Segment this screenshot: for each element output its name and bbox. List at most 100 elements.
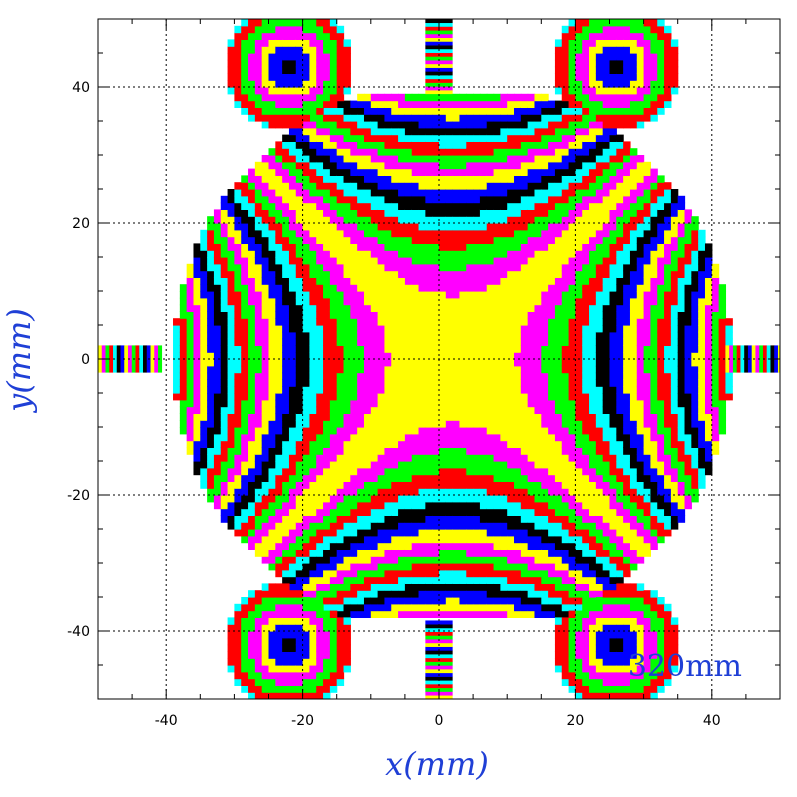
field-cell bbox=[595, 345, 604, 353]
field-cell bbox=[623, 243, 631, 251]
field-cell bbox=[398, 195, 406, 204]
field-cell bbox=[411, 549, 420, 557]
field-cell bbox=[609, 297, 617, 306]
field-cell bbox=[418, 352, 426, 360]
field-cell bbox=[425, 93, 433, 102]
field-cell bbox=[527, 338, 536, 346]
field-cell bbox=[459, 202, 467, 210]
field-cell bbox=[657, 501, 665, 510]
field-cell bbox=[432, 495, 440, 503]
field-cell bbox=[336, 610, 345, 618]
field-cell bbox=[404, 338, 413, 346]
field-cell bbox=[684, 461, 692, 469]
field-cell bbox=[589, 569, 597, 578]
field-cell bbox=[445, 100, 454, 108]
field-cell bbox=[186, 338, 195, 346]
field-cell bbox=[186, 433, 195, 442]
field-cell bbox=[670, 243, 679, 251]
field-cell bbox=[445, 168, 454, 176]
field-cell bbox=[582, 182, 590, 190]
field-cell bbox=[459, 440, 467, 448]
field-cell bbox=[302, 379, 311, 387]
field-cell bbox=[418, 583, 426, 591]
field-cell bbox=[466, 508, 474, 516]
field-cell bbox=[254, 372, 263, 380]
field-cell bbox=[200, 399, 208, 408]
field-cell bbox=[514, 229, 522, 238]
field-cell bbox=[554, 304, 563, 312]
field-cell bbox=[363, 563, 372, 571]
field-cell bbox=[636, 461, 645, 469]
field-cell bbox=[670, 474, 679, 482]
field-cell bbox=[459, 182, 467, 190]
field-cell bbox=[507, 427, 515, 435]
field-cell bbox=[200, 257, 208, 265]
field-cell bbox=[520, 454, 529, 462]
field-cell bbox=[493, 114, 501, 122]
field-cell bbox=[357, 331, 365, 340]
field-cell bbox=[602, 359, 611, 367]
field-cell bbox=[657, 345, 665, 353]
field-cell bbox=[650, 461, 658, 469]
field-cell bbox=[295, 399, 304, 408]
field-cell bbox=[466, 461, 474, 469]
field-cell bbox=[582, 535, 590, 544]
field-cell bbox=[404, 223, 413, 231]
field-cell bbox=[548, 440, 556, 448]
field-cell bbox=[527, 270, 536, 278]
field-cell bbox=[527, 501, 536, 510]
field-cell bbox=[391, 168, 399, 176]
field-cell bbox=[261, 399, 270, 408]
field-cell bbox=[452, 202, 461, 210]
field-cell bbox=[670, 433, 679, 442]
field-cell bbox=[643, 216, 652, 224]
field-cell bbox=[357, 386, 365, 394]
field-cell bbox=[207, 331, 215, 340]
field-cell bbox=[384, 297, 392, 306]
field-cell bbox=[514, 291, 522, 299]
field-cell bbox=[370, 386, 379, 394]
field-cell bbox=[329, 393, 338, 401]
field-cell bbox=[466, 352, 474, 360]
field-cell bbox=[398, 529, 406, 537]
field-cell bbox=[500, 263, 508, 272]
field-cell bbox=[439, 454, 447, 462]
field-cell bbox=[623, 229, 631, 238]
field-cell bbox=[336, 223, 345, 231]
field-cell bbox=[582, 467, 590, 476]
field-cell bbox=[582, 495, 590, 503]
field-cell bbox=[473, 291, 481, 299]
field-cell bbox=[234, 229, 242, 238]
field-cell bbox=[391, 542, 399, 550]
field-cell bbox=[350, 243, 358, 251]
field-cell bbox=[329, 603, 338, 612]
field-cell bbox=[268, 508, 276, 516]
field-cell bbox=[554, 141, 563, 149]
field-cell bbox=[514, 141, 522, 149]
field-cell bbox=[643, 243, 652, 251]
field-cell bbox=[391, 481, 399, 489]
field-cell bbox=[650, 508, 658, 516]
field-cell bbox=[554, 331, 563, 340]
field-cell bbox=[514, 243, 522, 251]
field-cell bbox=[248, 352, 256, 360]
field-cell bbox=[500, 569, 508, 578]
field-cell bbox=[411, 447, 420, 455]
field-cell bbox=[186, 406, 195, 414]
field-cell bbox=[370, 229, 379, 238]
field-cell bbox=[670, 447, 679, 455]
field-cell bbox=[425, 406, 433, 414]
field-cell bbox=[677, 345, 686, 353]
field-cell bbox=[616, 250, 624, 258]
field-cell bbox=[329, 107, 338, 115]
field-cell bbox=[404, 393, 413, 401]
field-cell bbox=[439, 93, 447, 102]
field-cell bbox=[398, 522, 406, 530]
field-cell bbox=[514, 576, 522, 584]
field-cell bbox=[316, 556, 324, 564]
field-cell bbox=[561, 495, 570, 503]
field-cell bbox=[520, 202, 529, 210]
field-cell bbox=[282, 522, 290, 530]
field-cell bbox=[200, 236, 208, 244]
field-cell bbox=[493, 161, 501, 170]
